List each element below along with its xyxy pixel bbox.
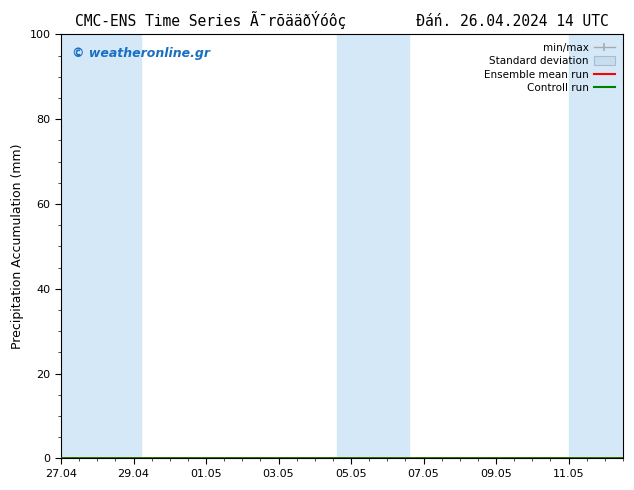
Bar — [569, 34, 623, 459]
Bar — [61, 34, 141, 459]
Bar — [337, 34, 409, 459]
Y-axis label: Precipitation Accumulation (mm): Precipitation Accumulation (mm) — [11, 144, 24, 349]
Text: © weatheronline.gr: © weatheronline.gr — [72, 47, 210, 60]
Title: CMC-ENS Time Series Ã¯rõääðÝóôç        Đáń. 26.04.2024 14 UTC: CMC-ENS Time Series Ã¯rõääðÝóôç Đáń. 26.… — [75, 11, 609, 29]
Legend: min/max, Standard deviation, Ensemble mean run, Controll run: min/max, Standard deviation, Ensemble me… — [481, 40, 618, 96]
